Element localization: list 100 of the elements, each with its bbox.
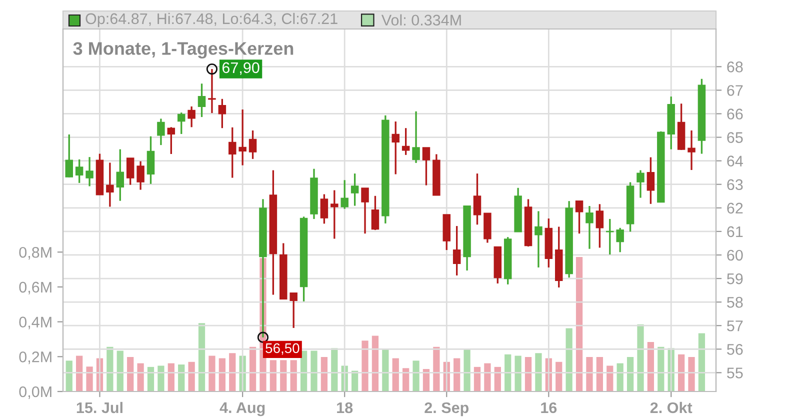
bar — [178, 364, 185, 392]
candlestick — [688, 130, 696, 171]
bar — [678, 354, 685, 392]
y2-tick-label: 0,6M — [19, 282, 52, 294]
candlestick — [238, 108, 246, 166]
bar — [514, 356, 522, 392]
bar — [647, 342, 654, 392]
bar — [524, 356, 532, 392]
bar — [137, 363, 144, 392]
candlestick — [228, 126, 236, 179]
candlestick — [422, 146, 430, 186]
bar — [127, 356, 134, 392]
candlestick — [136, 160, 144, 191]
y-tick-label: 67 — [727, 85, 743, 96]
bar — [382, 350, 389, 392]
candlestick — [402, 127, 410, 156]
candlestick — [646, 156, 655, 205]
candlestick — [412, 110, 420, 164]
candlestick — [452, 225, 461, 276]
x-tick-label: 16 — [541, 402, 557, 414]
y2-tick-label: 0,0M — [19, 386, 52, 399]
candlestick — [167, 126, 176, 155]
annotation: 67,90 — [222, 62, 260, 75]
y-tick-label: 68 — [727, 62, 743, 72]
y-tick-label: 60 — [727, 250, 743, 261]
candlestick — [340, 179, 348, 210]
candlestick — [636, 169, 644, 199]
bar — [218, 358, 226, 392]
x-tick-label: 4. Aug — [220, 402, 265, 416]
bar — [229, 353, 236, 392]
bar — [280, 360, 287, 392]
candlestick — [208, 68, 216, 114]
bar — [76, 356, 83, 392]
text: Op:64.87, Hi:67.48, Lo:64.3, Cl:67.21 — [86, 12, 338, 28]
y2-tick-label: 0,2M — [19, 352, 52, 364]
bar — [698, 333, 706, 392]
bar — [626, 356, 634, 392]
bar — [168, 363, 174, 392]
candlestick — [86, 156, 94, 188]
bar — [454, 358, 460, 392]
bar — [300, 350, 308, 392]
bar — [116, 350, 124, 392]
x-tick-label: 2. Sep — [424, 402, 469, 416]
candlestick — [392, 120, 400, 176]
candlestick — [126, 157, 134, 186]
bar — [688, 356, 695, 392]
bar — [208, 356, 216, 392]
candlestick — [177, 112, 186, 135]
candlestick — [218, 98, 226, 129]
candlestick — [198, 82, 206, 118]
candlestick — [106, 162, 114, 208]
bar — [556, 362, 562, 392]
annotation: 56,50 — [266, 343, 300, 355]
bar — [331, 348, 338, 392]
bar — [362, 340, 368, 392]
y-tick-label: 62 — [727, 202, 743, 214]
y-tick-label: 57 — [727, 320, 743, 332]
candlestick — [350, 172, 359, 207]
bar — [412, 360, 420, 392]
bar — [433, 346, 440, 392]
bar — [392, 358, 399, 392]
candlestick — [575, 200, 584, 234]
y-tick-label: 55 — [727, 368, 743, 378]
x-tick-label: 2. Okt — [650, 402, 692, 414]
bar — [637, 324, 644, 392]
bar — [66, 360, 72, 392]
candlestick — [371, 195, 380, 231]
y-tick-label: 56 — [727, 344, 743, 355]
x-tick-label: 18 — [337, 402, 353, 414]
bar — [535, 353, 542, 392]
candlestick — [473, 172, 482, 226]
bar — [86, 366, 93, 392]
bar — [290, 360, 297, 392]
candlestick — [320, 193, 328, 224]
bar — [504, 354, 512, 392]
bar — [249, 346, 256, 392]
candlestick — [146, 136, 155, 185]
legend-label: Vol: 0.334M — [381, 14, 461, 26]
bar — [474, 366, 481, 392]
bar — [484, 363, 491, 392]
bar — [320, 356, 328, 392]
candlestick — [116, 148, 124, 202]
bar — [188, 362, 195, 392]
bar — [606, 366, 614, 392]
y-tick-label: 58 — [727, 296, 743, 308]
candlestick — [616, 227, 624, 253]
candlestick — [361, 187, 369, 234]
bar — [586, 356, 593, 392]
candlestick — [157, 118, 165, 146]
y-tick-label: 61 — [727, 226, 743, 238]
bar — [402, 368, 410, 392]
bar — [464, 350, 470, 392]
bar — [147, 366, 154, 392]
candlestick — [188, 106, 196, 128]
bar — [658, 346, 664, 392]
y-tick-label: 65 — [727, 132, 743, 143]
bar — [270, 360, 276, 392]
bar — [106, 346, 114, 392]
bar — [596, 356, 603, 392]
y-tick-label: 64 — [727, 156, 743, 167]
